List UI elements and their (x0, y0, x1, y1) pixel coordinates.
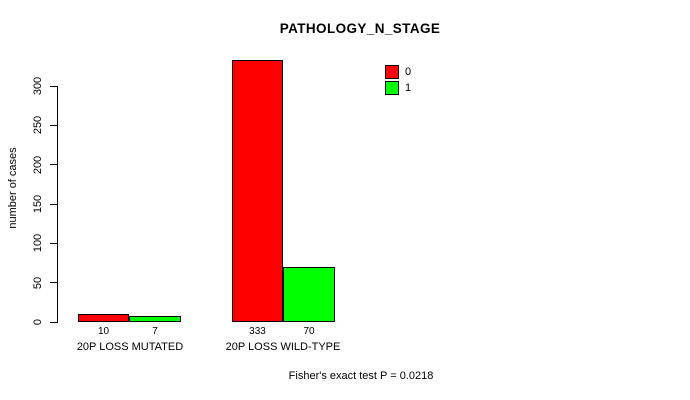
legend-row: 0 (385, 65, 411, 79)
y-axis-tick (50, 124, 57, 126)
chart-title: PATHOLOGY_N_STAGE (279, 21, 441, 36)
fisher-test-note: Fisher's exact test P = 0.0218 (288, 370, 434, 382)
y-axis-tick (50, 164, 57, 166)
legend-label: 0 (405, 66, 412, 78)
y-axis-tick-label: 50 (32, 276, 44, 289)
legend-label: 1 (405, 82, 412, 94)
bar-value-label: 70 (303, 326, 315, 337)
y-axis-tick-label: 300 (32, 76, 44, 96)
legend-swatch (385, 65, 399, 79)
y-axis-line (57, 86, 58, 323)
bar-value-label: 10 (97, 326, 110, 337)
y-axis-tick-label: 250 (32, 116, 44, 135)
y-axis-tick (50, 242, 57, 244)
y-axis-tick-label: 150 (32, 194, 44, 214)
y-axis-tick (50, 321, 57, 323)
category-label-mutated: 20P LOSS MUTATED (76, 341, 184, 353)
y-axis-tick-label: 200 (32, 155, 44, 174)
category-label-wild-type: 20P LOSS WILD-TYPE (225, 341, 341, 353)
bar-value-label: 333 (249, 326, 266, 337)
bar (129, 316, 181, 322)
legend-row: 1 (385, 81, 411, 95)
y-axis-tick (50, 203, 57, 205)
y-axis-tick (50, 85, 57, 87)
y-axis-tick-label: 0 (32, 318, 44, 326)
bar (78, 314, 129, 322)
y-axis-label: number of cases (7, 147, 19, 229)
bar (232, 60, 283, 322)
legend-swatch (385, 81, 399, 95)
bar-value-label: 7 (152, 326, 158, 337)
y-axis-tick-label: 100 (32, 234, 44, 253)
bar (283, 267, 335, 322)
y-axis-tick (50, 282, 57, 284)
